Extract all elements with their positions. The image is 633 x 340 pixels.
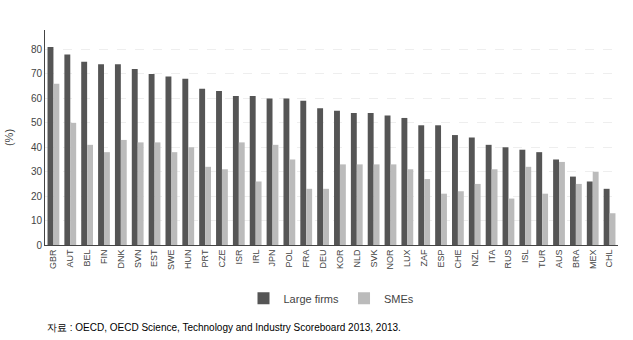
svg-text:EST: EST — [149, 249, 159, 267]
svg-text:ZAF: ZAF — [419, 249, 429, 267]
svg-text:CHL: CHL — [604, 250, 614, 268]
svg-text:DNK: DNK — [116, 250, 126, 269]
svg-text:30: 30 — [31, 166, 43, 177]
svg-text:SMEs: SMEs — [384, 293, 414, 305]
svg-text:CZE: CZE — [217, 250, 227, 268]
svg-text:ITA: ITA — [487, 250, 497, 263]
svg-text:RUS: RUS — [503, 250, 513, 269]
svg-text:CHE: CHE — [453, 250, 463, 269]
svg-text:ISL: ISL — [520, 250, 530, 264]
svg-text:LUX: LUX — [402, 250, 412, 268]
svg-text:ISR: ISR — [234, 249, 244, 265]
svg-text:50: 50 — [31, 117, 43, 128]
svg-text:FRA: FRA — [301, 250, 311, 268]
svg-text:HUN: HUN — [183, 250, 193, 270]
svg-text:(%): (%) — [3, 129, 15, 146]
svg-text:TUR: TUR — [537, 249, 547, 268]
svg-text:SVN: SVN — [133, 250, 143, 269]
svg-text:FIN: FIN — [99, 250, 109, 265]
svg-text:0: 0 — [36, 240, 42, 251]
svg-text:AUS: AUS — [554, 250, 564, 269]
svg-text:Large firms: Large firms — [284, 293, 340, 305]
svg-text:MEX: MEX — [588, 250, 598, 270]
svg-text:PRT: PRT — [200, 249, 210, 267]
svg-text:JPN: JPN — [267, 250, 277, 267]
svg-text:AUT: AUT — [65, 249, 75, 268]
svg-text:NOR: NOR — [385, 249, 395, 270]
svg-text:10: 10 — [31, 215, 43, 226]
svg-text:70: 70 — [31, 68, 43, 79]
svg-text:BEL: BEL — [82, 250, 92, 267]
svg-text:40: 40 — [31, 142, 43, 153]
svg-text:IRL: IRL — [251, 250, 261, 264]
svg-text:POL: POL — [284, 250, 294, 268]
svg-text:GBR: GBR — [48, 249, 58, 269]
svg-text:20: 20 — [31, 191, 43, 202]
svg-text:NLD: NLD — [352, 249, 362, 268]
svg-text:NZL: NZL — [470, 250, 480, 267]
svg-text:ESP: ESP — [436, 250, 446, 268]
svg-text:DEU: DEU — [318, 250, 328, 269]
svg-text:BRA: BRA — [571, 250, 581, 269]
svg-text:KOR: KOR — [335, 249, 345, 269]
svg-text:80: 80 — [31, 44, 43, 55]
svg-text:SWE: SWE — [166, 250, 176, 271]
svg-text:60: 60 — [31, 93, 43, 104]
svg-text:자료 : OECD, OECD Science, Techn: 자료 : OECD, OECD Science, Technology and … — [47, 322, 401, 333]
svg-text:SVK: SVK — [369, 250, 379, 268]
